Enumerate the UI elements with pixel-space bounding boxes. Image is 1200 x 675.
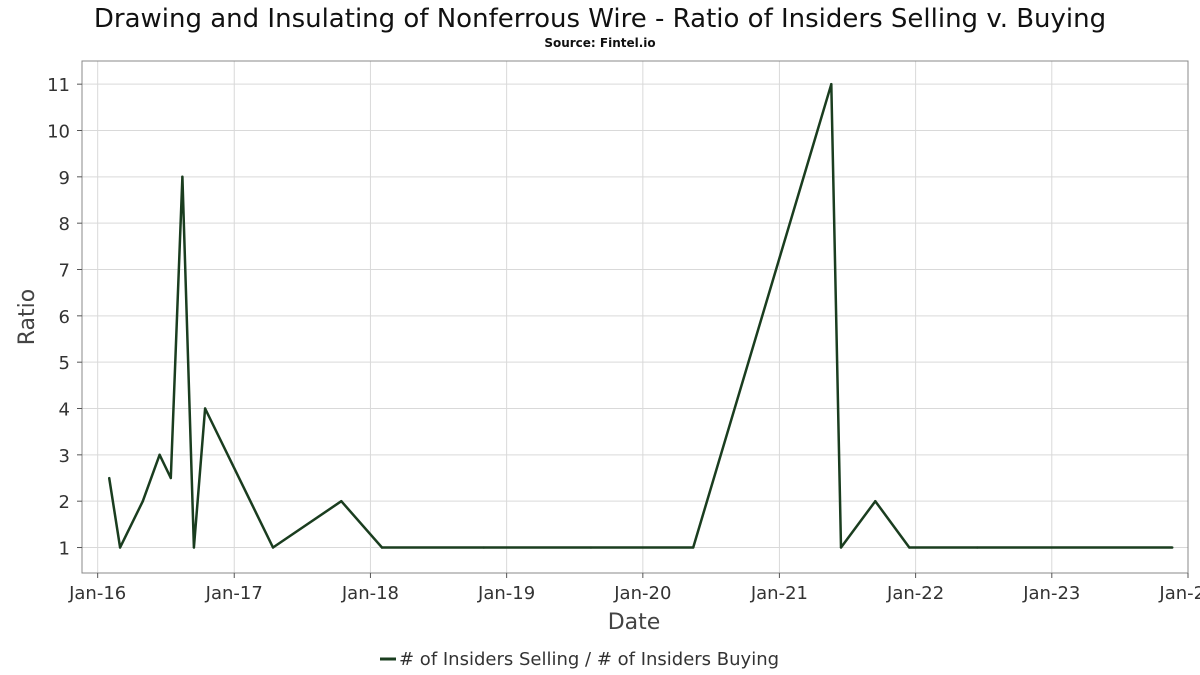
series-layer [107, 82, 1174, 549]
y-tick-label: 9 [59, 168, 70, 189]
data-point [482, 546, 486, 549]
data-point [692, 546, 695, 549]
data-point [1171, 546, 1174, 549]
data-point [589, 546, 593, 549]
y-tick-label: 4 [59, 400, 70, 421]
chart-title: Drawing and Insulating of Nonferrous Wir… [94, 4, 1106, 34]
y-tick-label: 10 [47, 122, 70, 143]
data-point [874, 499, 877, 503]
data-point [158, 453, 161, 457]
y-tick-label: 6 [59, 307, 70, 328]
x-tick-label: Jan-17 [205, 583, 263, 604]
y-tick-label: 1 [59, 539, 70, 560]
grid [82, 61, 1189, 573]
x-tick-label: Jan-20 [613, 583, 671, 604]
y-tick-label: 7 [59, 261, 70, 282]
data-point [118, 546, 122, 549]
x-tick-label: Jan-18 [341, 583, 399, 604]
y-tick-label: 8 [59, 214, 70, 235]
y-tick-label: 3 [59, 446, 70, 467]
series-line [107, 82, 1173, 549]
x-tick-label: Jan-24 [1158, 583, 1200, 604]
y-tick-label: 11 [47, 75, 70, 96]
legend: # of Insiders Selling / # of Insiders Bu… [380, 649, 779, 670]
y-tick-label: 2 [59, 492, 70, 513]
y-axis-label: Ratio [15, 289, 40, 345]
x-tick-label: Jan-22 [886, 583, 944, 604]
data-point [340, 499, 343, 503]
x-tick-label: Jan-21 [750, 583, 808, 604]
data-point [169, 476, 173, 480]
data-point [271, 546, 275, 549]
axis-ticks: 1 2 3 4 5 6 7 8 9 10 11 Jan-16 Jan-17 Jan-18 Jan-19 Jan… [47, 75, 1200, 604]
data-point [975, 546, 979, 549]
data-point [192, 546, 196, 549]
x-axis-label: Date [608, 610, 661, 635]
x-tick-label: Jan-23 [1022, 583, 1080, 604]
chart-subtitle: Source: Fintel.io [544, 36, 655, 50]
x-tick-label: Jan-16 [68, 583, 126, 604]
data-point [839, 546, 843, 549]
data-point [908, 546, 911, 549]
data-point [380, 546, 384, 549]
data-point [181, 175, 184, 179]
data-point [141, 499, 145, 503]
plot-area [81, 60, 1189, 574]
x-tick-label: Jan-19 [477, 583, 535, 604]
data-point [108, 476, 111, 480]
data-point [203, 407, 207, 410]
legend-label: # of Insiders Selling / # of Insiders Bu… [399, 649, 779, 670]
y-tick-label: 5 [59, 353, 70, 374]
data-point [830, 82, 833, 86]
